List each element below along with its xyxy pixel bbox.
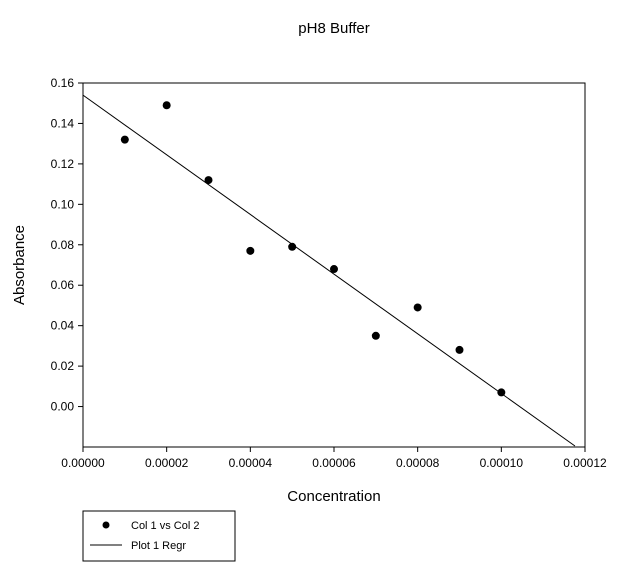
y-tick-label: 0.12 bbox=[51, 157, 75, 171]
plot-area bbox=[82, 82, 586, 448]
chart-title: pH8 Buffer bbox=[298, 20, 369, 37]
data-point bbox=[246, 246, 255, 255]
x-tick-label: 0.00002 bbox=[145, 456, 189, 470]
y-tick-label: 0.02 bbox=[51, 359, 75, 373]
y-axis-ticks: 0.00 0.02 0.04 0.06 0.08 0.10 0.12 0.14 0.16 bbox=[51, 76, 83, 414]
y-tick-label: 0.06 bbox=[51, 278, 75, 292]
x-axis-label: Concentration bbox=[287, 488, 380, 505]
x-tick-label: 0.00010 bbox=[480, 456, 524, 470]
plot-frame bbox=[82, 82, 586, 448]
data-point bbox=[497, 388, 506, 397]
x-tick-label: 0.00008 bbox=[396, 456, 440, 470]
series-layer bbox=[82, 94, 576, 447]
y-tick-label: 0.10 bbox=[51, 197, 75, 211]
data-point bbox=[288, 242, 297, 251]
data-point bbox=[330, 265, 338, 274]
x-tick-label: 0.00000 bbox=[61, 456, 105, 470]
legend-marker-scatter bbox=[102, 521, 110, 529]
data-point bbox=[120, 135, 129, 144]
x-tick-label: 0.00012 bbox=[563, 456, 607, 470]
x-tick-label: 0.00006 bbox=[312, 456, 356, 470]
y-tick-label: 0.16 bbox=[51, 76, 75, 90]
data-point bbox=[455, 345, 464, 354]
legend-label-scatter: Col 1 vs Col 2 bbox=[131, 520, 199, 532]
legend-box bbox=[82, 510, 236, 562]
data-point bbox=[162, 101, 171, 110]
y-tick-label: 0.00 bbox=[51, 400, 75, 414]
data-point bbox=[371, 331, 380, 340]
data-point bbox=[204, 176, 213, 185]
data-point bbox=[413, 303, 422, 312]
legend-label-line: Plot 1 Regr bbox=[131, 540, 186, 552]
y-tick-label: 0.04 bbox=[51, 319, 75, 333]
regression-line bbox=[82, 94, 576, 447]
y-axis-label: Absorbance bbox=[11, 225, 28, 305]
x-axis-ticks: 0.00000 0.00002 0.00004 0.00006 0.00008 0.000… bbox=[61, 447, 607, 470]
y-tick-label: 0.08 bbox=[51, 238, 75, 252]
x-tick-label: 0.00004 bbox=[229, 456, 273, 470]
legend: Col 1 vs Col 2 Plot 1 Regr bbox=[82, 510, 236, 562]
y-tick-label: 0.14 bbox=[51, 116, 75, 130]
